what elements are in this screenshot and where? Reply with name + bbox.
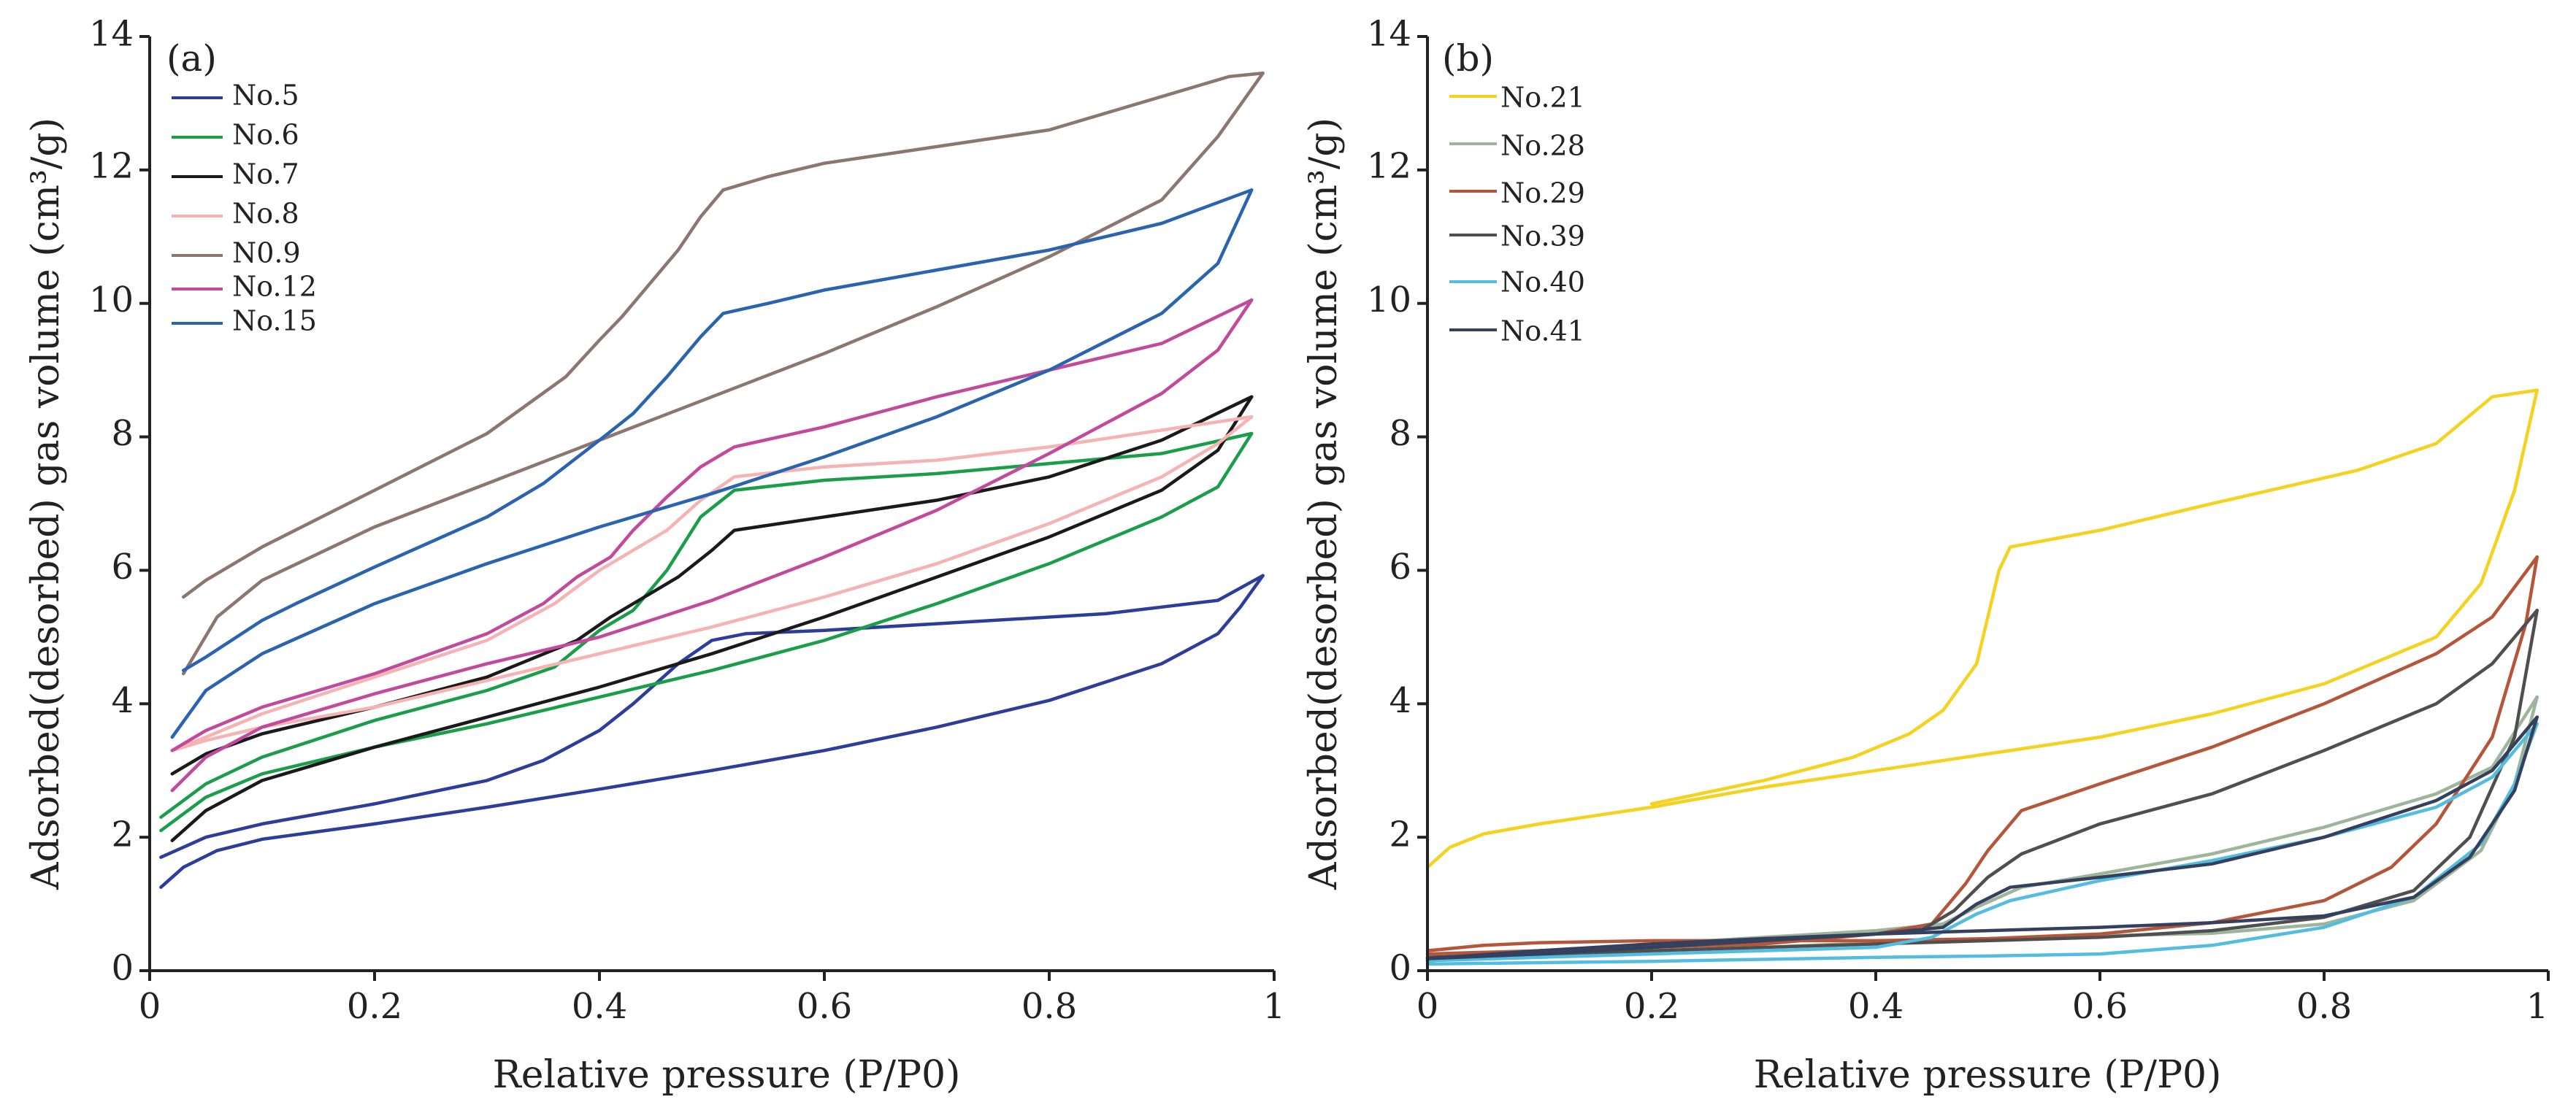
panel-b-y-tick-label: 0	[1389, 948, 1411, 989]
panel-b-x-tick-label: 0.2	[1624, 986, 1679, 1027]
series-no-6-adsorption-line	[159, 431, 1254, 833]
panel-b-ticks	[1417, 35, 2550, 981]
panel-a-chart: 0 2 4 6 8 10 12 14 0 0.2 0.4 0.6 0.8 1 R…	[24, 14, 1285, 1098]
panel-a-y-tick-label: 10	[89, 280, 134, 320]
panel-a-y-tick-label: 0	[111, 948, 134, 989]
series-no-40-desorption-line	[1425, 722, 2539, 963]
panel-a-y-tick-label: 8	[111, 413, 134, 454]
panel-b-y-axis-title: Adsorbed(desorbed) gas volume (cm³/g)	[1302, 118, 1346, 890]
legend-label: N0.9	[232, 237, 301, 269]
legend-label: No.5	[232, 80, 299, 112]
panel-b-y-tick-label: 10	[1367, 280, 1411, 320]
series-no-29-adsorption-line	[1425, 555, 2539, 952]
panel-b-x-tick-labels: 0 0.2 0.4 0.6 0.8 1	[1417, 986, 2549, 1027]
panel-b-x-tick-label: 0.6	[2072, 986, 2128, 1027]
panel-a-y-tick-label: 14	[89, 14, 134, 55]
series-no-39-adsorption-line	[1425, 609, 2539, 963]
legend-label: No.41	[1500, 315, 1585, 347]
series-no-21-desorption-line	[1649, 388, 2539, 806]
panel-b-x-tick-label: 0.4	[1848, 986, 1904, 1027]
panel-a-x-tick-label: 0.4	[572, 986, 627, 1027]
panel-b-y-tick-labels: 0 2 4 6 8 10 12 14	[1367, 14, 1411, 989]
series-no-41-adsorption-line	[1425, 715, 2539, 960]
legend-label: No.39	[1500, 220, 1585, 253]
legend-label: No.40	[1500, 266, 1585, 299]
series-n0-9-adsorption-line	[181, 72, 1265, 676]
series-no-7-desorption-line	[170, 395, 1254, 776]
legend-label: No.21	[1500, 82, 1585, 114]
panel-b-x-axis-title: Relative pressure (P/P0)	[1754, 1053, 2222, 1097]
panel-a-x-tick-label: 0	[139, 986, 161, 1027]
legend-label: No.8	[232, 198, 299, 230]
series-no-12-adsorption-line	[170, 298, 1254, 793]
series-no-12-desorption-line	[170, 298, 1254, 752]
legend-label: No.6	[232, 119, 299, 151]
series-no-15-adsorption-line	[170, 188, 1254, 739]
panel-a-x-tick-labels: 0 0.2 0.4 0.6 0.8 1	[139, 986, 1286, 1027]
panel-a-x-tick-label: 0.6	[797, 986, 852, 1027]
panel-a-x-tick-label: 1	[1263, 986, 1286, 1027]
panel-b-x-tick-label: 0	[1417, 986, 1439, 1027]
panel-b-y-tick-label: 8	[1389, 413, 1411, 454]
legend-label: No.7	[232, 158, 299, 190]
panel-b-y-tick-label: 4	[1389, 680, 1411, 721]
panel-a-curves	[159, 72, 1265, 889]
panel-a-x-tick-label: 0.8	[1021, 986, 1077, 1027]
series-no-15-desorption-line	[181, 188, 1254, 672]
series-n0-9-desorption-line	[181, 72, 1265, 599]
series-no-7-adsorption-line	[170, 395, 1254, 842]
panel-a-y-tick-label: 12	[89, 146, 134, 187]
panel-a-y-tick-label: 4	[111, 680, 134, 721]
panel-a-y-tick-label: 2	[111, 814, 134, 855]
series-no-21-adsorption-line	[1425, 388, 2539, 869]
series-no-28-adsorption-line	[1425, 695, 2539, 963]
panel-b-y-tick-label: 14	[1367, 14, 1411, 55]
panel-a-legend: No.5 No.6 No.7 No.8 N0.9 No.12 No.15	[172, 80, 317, 337]
series-no-40-adsorption-line	[1425, 722, 2539, 966]
series-no-28-desorption-line	[1425, 695, 2539, 959]
series-no-6-desorption-line	[159, 431, 1254, 819]
legend-label: No.29	[1500, 177, 1585, 209]
panel-a-label: (a)	[166, 37, 217, 80]
panel-a-y-tick-labels: 0 2 4 6 8 10 12 14	[89, 14, 134, 989]
panel-b-y-tick-label: 2	[1389, 814, 1411, 855]
legend-label: No.28	[1500, 130, 1585, 162]
panel-a-ticks	[139, 35, 1276, 981]
panel-a-x-tick-label: 0.2	[347, 986, 402, 1027]
panel-a-x-axis-title: Relative pressure (P/P0)	[493, 1053, 961, 1097]
panel-b-y-tick-label: 6	[1389, 547, 1411, 588]
panel-b-legend: No.21 No.28 No.29 No.39 No.40 No.41	[1449, 82, 1585, 347]
panel-b-x-tick-label: 1	[2526, 986, 2549, 1027]
panel-b-y-tick-label: 12	[1367, 146, 1411, 187]
legend-label: No.12	[232, 271, 317, 303]
panel-a-y-axis-title: Adsorbed(desorbed) gas volume (cm³/g)	[24, 118, 68, 890]
legend-label: No.15	[232, 305, 317, 337]
panel-b-x-tick-label: 0.8	[2296, 986, 2352, 1027]
panel-b-label: (b)	[1442, 37, 1494, 80]
panel-a-y-tick-label: 6	[111, 547, 134, 588]
series-no-41-desorption-line	[1425, 715, 2539, 960]
series-no-8-desorption-line	[170, 415, 1254, 752]
panel-b-curves	[1425, 388, 2539, 966]
series-no-5-adsorption-line	[159, 574, 1265, 889]
series-no-8-adsorption-line	[170, 415, 1254, 752]
panel-b-chart: 0 2 4 6 8 10 12 14 0 0.2 0.4 0.6 0.8 1 R…	[1302, 14, 2550, 1097]
